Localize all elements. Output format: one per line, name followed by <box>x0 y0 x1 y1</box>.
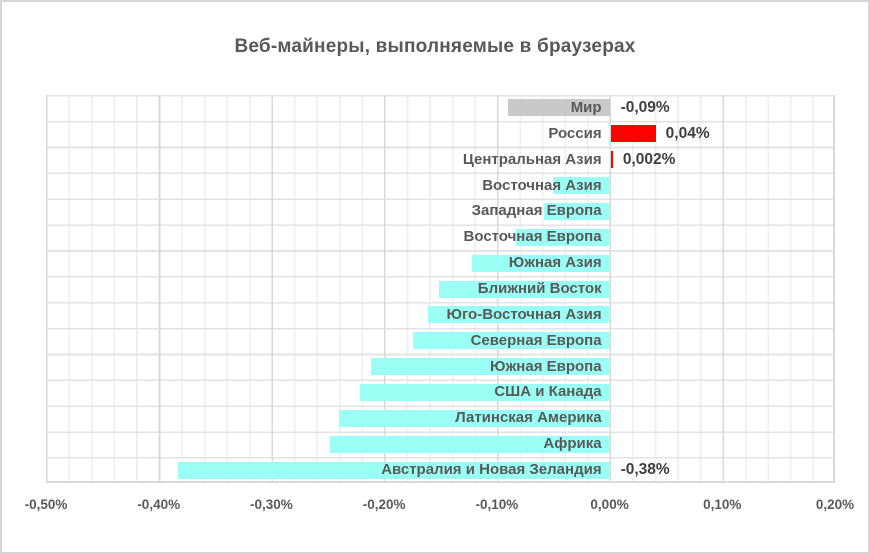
plot-area: Мир -0,09% Россия 0,04% Центральная Азия 0,00… <box>46 95 835 483</box>
x-tick-label: -0,10% <box>475 497 519 512</box>
bar-row-0 <box>508 99 610 117</box>
category-label: Южная Европа <box>490 357 602 375</box>
category-label: Юго-Восточная Азия <box>446 305 602 323</box>
category-label: Ближний Восток <box>477 280 602 297</box>
bar-row-11 <box>360 383 610 401</box>
value-label: 0,04% <box>665 124 710 142</box>
bar-row-6 <box>472 254 610 272</box>
bar-row-2 <box>610 151 613 169</box>
chart-title: Веб-майнеры, выполняемые в браузерах <box>234 36 636 57</box>
x-tick-label: -0,40% <box>137 497 181 512</box>
category-label: Восточная Азия <box>482 176 602 194</box>
x-tick-label: 0,00% <box>590 497 629 512</box>
category-label: Южная Азия <box>508 254 602 272</box>
category-label: Центральная Азия <box>462 150 602 168</box>
bar-row-7 <box>439 280 610 298</box>
x-tick-label: -0,30% <box>250 497 293 512</box>
bar-row-13 <box>330 435 610 453</box>
bar-row-4 <box>544 202 610 220</box>
bar-row-1 <box>610 125 656 143</box>
category-label: Восточная Европа <box>463 228 602 246</box>
bar-row-14 <box>177 461 610 479</box>
category-label: Мир <box>570 98 602 116</box>
category-label: Африка <box>543 435 602 453</box>
category-label: Латинская Америка <box>455 409 602 427</box>
category-label: Западная Европа <box>471 202 602 220</box>
category-label: Северная Европа <box>470 331 602 349</box>
x-tick-label: -0,50% <box>24 497 68 512</box>
value-label: -0,38% <box>620 461 670 479</box>
bar-row-5 <box>516 228 610 246</box>
bar-row-9 <box>413 332 610 350</box>
x-tick-label: 0,20% <box>815 497 855 512</box>
bar-row-10 <box>370 358 610 376</box>
value-label: 0,002% <box>622 150 676 168</box>
bar-row-8 <box>428 306 610 324</box>
category-label: Австралия и Новая Зеландия <box>381 461 602 479</box>
bar-row-12 <box>339 409 610 427</box>
x-tick-label: 0,10% <box>703 497 742 512</box>
bar-row-3 <box>553 177 610 195</box>
category-label: Россия <box>548 124 602 142</box>
category-label: США и Канада <box>494 383 602 401</box>
x-tick-label: -0,20% <box>362 497 406 512</box>
value-label: -0,09% <box>620 98 670 116</box>
